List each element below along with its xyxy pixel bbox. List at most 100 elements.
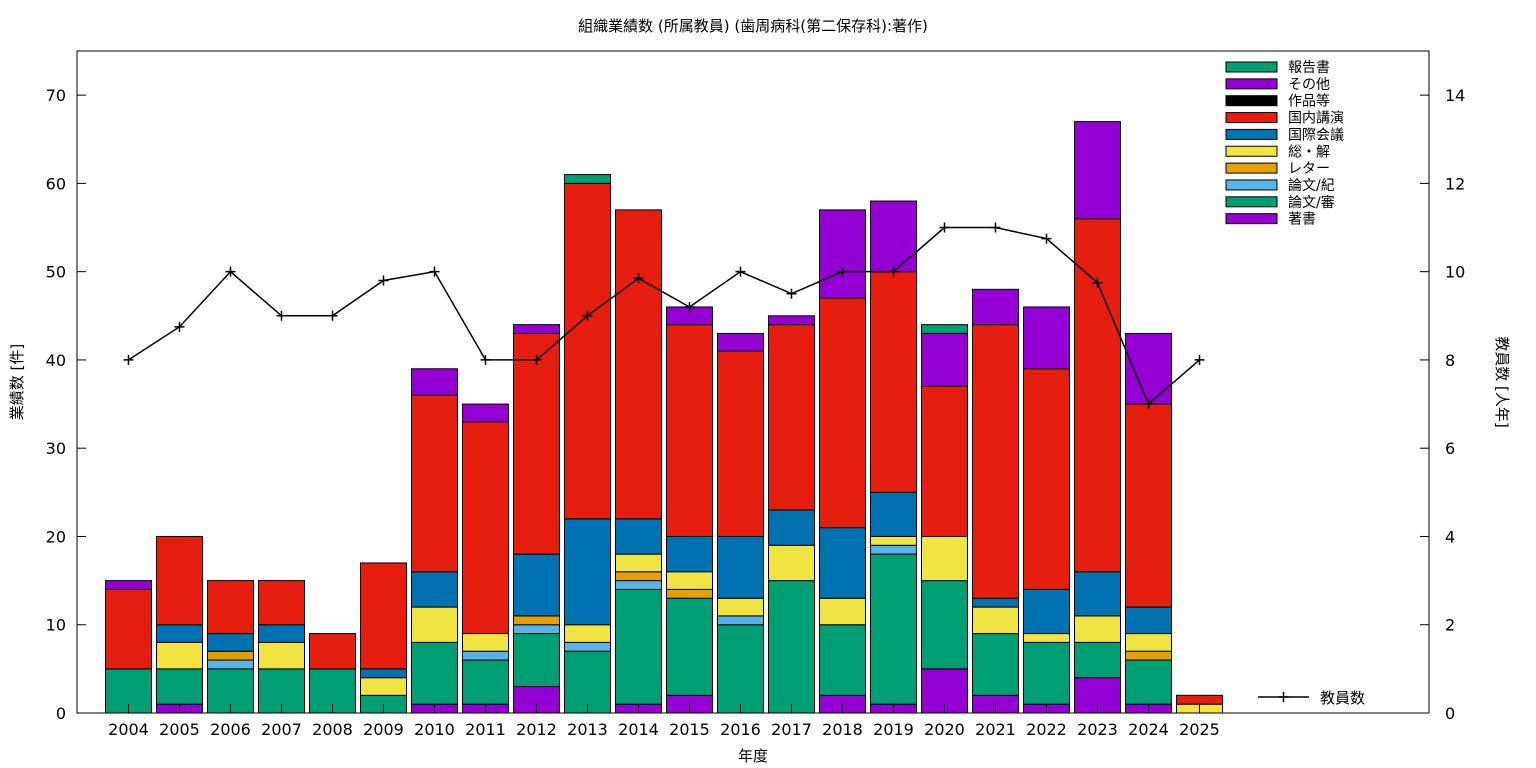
bar-segment-2022-1 bbox=[1023, 641, 1070, 705]
legend-label-6: 国内講演 bbox=[1288, 111, 1344, 127]
legend-swatch-2 bbox=[1225, 179, 1278, 191]
bar-segment-2014-6 bbox=[615, 209, 662, 520]
bar-segment-2013-2 bbox=[564, 641, 611, 652]
x-tick-label-2020: 2020 bbox=[924, 720, 965, 739]
y-tick-label-7: 70 bbox=[46, 86, 66, 105]
legend-label-8: その他 bbox=[1288, 77, 1330, 93]
bar-segment-2022-4 bbox=[1023, 633, 1070, 643]
bar-segment-2016-2 bbox=[717, 615, 764, 626]
line-point-2018 bbox=[837, 266, 848, 277]
bar-segment-2023-8 bbox=[1074, 121, 1121, 220]
x-tick-label-2007: 2007 bbox=[261, 720, 302, 739]
bar-segment-2006-5 bbox=[207, 633, 254, 652]
bar-segment-2022-6 bbox=[1023, 368, 1070, 590]
bar-segment-2020-1 bbox=[921, 580, 968, 670]
bar-segment-2012-8 bbox=[513, 324, 560, 334]
legend-label-7: 作品等 bbox=[1288, 93, 1330, 110]
bar-segment-2024-3 bbox=[1125, 650, 1172, 661]
y2-tick-label-0: 0 bbox=[1445, 704, 1455, 723]
bar-segment-2025-6 bbox=[1176, 694, 1223, 705]
bar-segment-2004-8 bbox=[105, 580, 152, 590]
line-point-2016 bbox=[735, 266, 746, 277]
bar-segment-2015-6 bbox=[666, 324, 713, 537]
x-tick-label-2015: 2015 bbox=[669, 720, 710, 739]
bar-segment-2005-4 bbox=[156, 641, 203, 670]
bar-segment-2014-1 bbox=[615, 588, 662, 705]
bar-segment-2019-6 bbox=[870, 271, 917, 493]
legend-swatch-9 bbox=[1225, 61, 1278, 73]
bar-segment-2016-8 bbox=[717, 332, 764, 352]
bar-segment-2011-6 bbox=[462, 421, 509, 635]
line-point-2009 bbox=[378, 275, 389, 286]
bar-segment-2007-5 bbox=[258, 624, 305, 643]
bar-segment-2014-3 bbox=[615, 571, 662, 582]
faculty-line bbox=[123, 222, 1205, 410]
x-tick-label-2023: 2023 bbox=[1077, 720, 1118, 739]
bar-segment-2014-2 bbox=[615, 580, 662, 590]
y-tick-label-3: 30 bbox=[46, 439, 66, 458]
bar-segment-2024-1 bbox=[1125, 659, 1172, 705]
legend-swatch-0 bbox=[1225, 213, 1278, 225]
bar-segment-2012-5 bbox=[513, 553, 560, 617]
bar-segment-2004-6 bbox=[105, 588, 152, 670]
bar-segment-2012-3 bbox=[513, 615, 560, 626]
bar-segment-2017-8 bbox=[768, 315, 815, 326]
x-tick-label-2016: 2016 bbox=[720, 720, 761, 739]
x-tick-label-2018: 2018 bbox=[822, 720, 863, 739]
legend-label-3: レター bbox=[1288, 161, 1330, 177]
plot-frame bbox=[76, 50, 1430, 714]
x-tick-label-2014: 2014 bbox=[618, 720, 659, 739]
x-tick-label-2010: 2010 bbox=[414, 720, 455, 739]
legend-swatch-8 bbox=[1225, 78, 1278, 90]
bar-segment-2011-2 bbox=[462, 650, 509, 661]
legend-label-2: 論文/紀 bbox=[1288, 178, 1335, 194]
bar-segment-2019-2 bbox=[870, 544, 917, 555]
legend-swatch-6 bbox=[1225, 112, 1278, 124]
bar-segment-2010-5 bbox=[411, 571, 458, 608]
bar-segment-2006-3 bbox=[207, 650, 254, 661]
x-tick-label-2006: 2006 bbox=[210, 720, 251, 739]
bar-segment-2010-4 bbox=[411, 606, 458, 643]
bar-segment-2009-4 bbox=[360, 677, 407, 696]
legend-swatch-5 bbox=[1225, 128, 1278, 140]
bar-segment-2013-6 bbox=[564, 182, 611, 520]
bar-segment-2020-9 bbox=[921, 324, 968, 334]
x-tick-label-2024: 2024 bbox=[1128, 720, 1169, 739]
bar-segment-2023-5 bbox=[1074, 571, 1121, 617]
bar-segment-2010-8 bbox=[411, 368, 458, 396]
line-point-2004 bbox=[123, 354, 134, 365]
bar-segment-2008-6 bbox=[309, 633, 356, 670]
line-point-2008 bbox=[327, 310, 338, 321]
line-point-2024 bbox=[1143, 399, 1154, 410]
bar-segment-2023-4 bbox=[1074, 615, 1121, 643]
line-point-2006 bbox=[225, 266, 236, 277]
chart-title: 組織業績数 (所属教員) (歯周病科(第二保存科):著作) bbox=[578, 17, 928, 35]
y2-tick-label-1: 2 bbox=[1445, 616, 1455, 635]
bar-segment-2024-6 bbox=[1125, 403, 1172, 608]
bar-segment-2013-9 bbox=[564, 174, 611, 184]
line-point-2014 bbox=[633, 273, 644, 284]
bar-segment-2019-5 bbox=[870, 491, 917, 537]
bar-segment-2020-8 bbox=[921, 332, 968, 387]
bar-segment-2011-1 bbox=[462, 659, 509, 705]
legend-label-5: 国際会議 bbox=[1288, 126, 1344, 143]
bar-segment-2014-5 bbox=[615, 518, 662, 555]
line-point-2005 bbox=[174, 321, 185, 332]
bar-segment-2005-1 bbox=[156, 668, 203, 705]
bar-segment-2013-1 bbox=[564, 650, 611, 714]
line-point-2015 bbox=[684, 301, 695, 312]
bar-segment-2013-5 bbox=[564, 518, 611, 626]
bar-segment-2017-5 bbox=[768, 509, 815, 546]
legend-label-0: 著書 bbox=[1288, 212, 1316, 228]
bar-segment-2024-8 bbox=[1125, 332, 1172, 405]
bar-segment-2016-1 bbox=[717, 624, 764, 714]
bar-segment-2009-5 bbox=[360, 668, 407, 679]
line-point-2021 bbox=[990, 222, 1001, 233]
bar-segment-2018-8 bbox=[819, 209, 866, 299]
bar-segment-2021-6 bbox=[972, 324, 1019, 599]
y-tick-label-1: 10 bbox=[46, 616, 66, 635]
legend-label-9: 報告書 bbox=[1288, 60, 1330, 76]
y2-tick-label-6: 12 bbox=[1445, 174, 1465, 193]
legend-swatch-4 bbox=[1225, 145, 1278, 157]
